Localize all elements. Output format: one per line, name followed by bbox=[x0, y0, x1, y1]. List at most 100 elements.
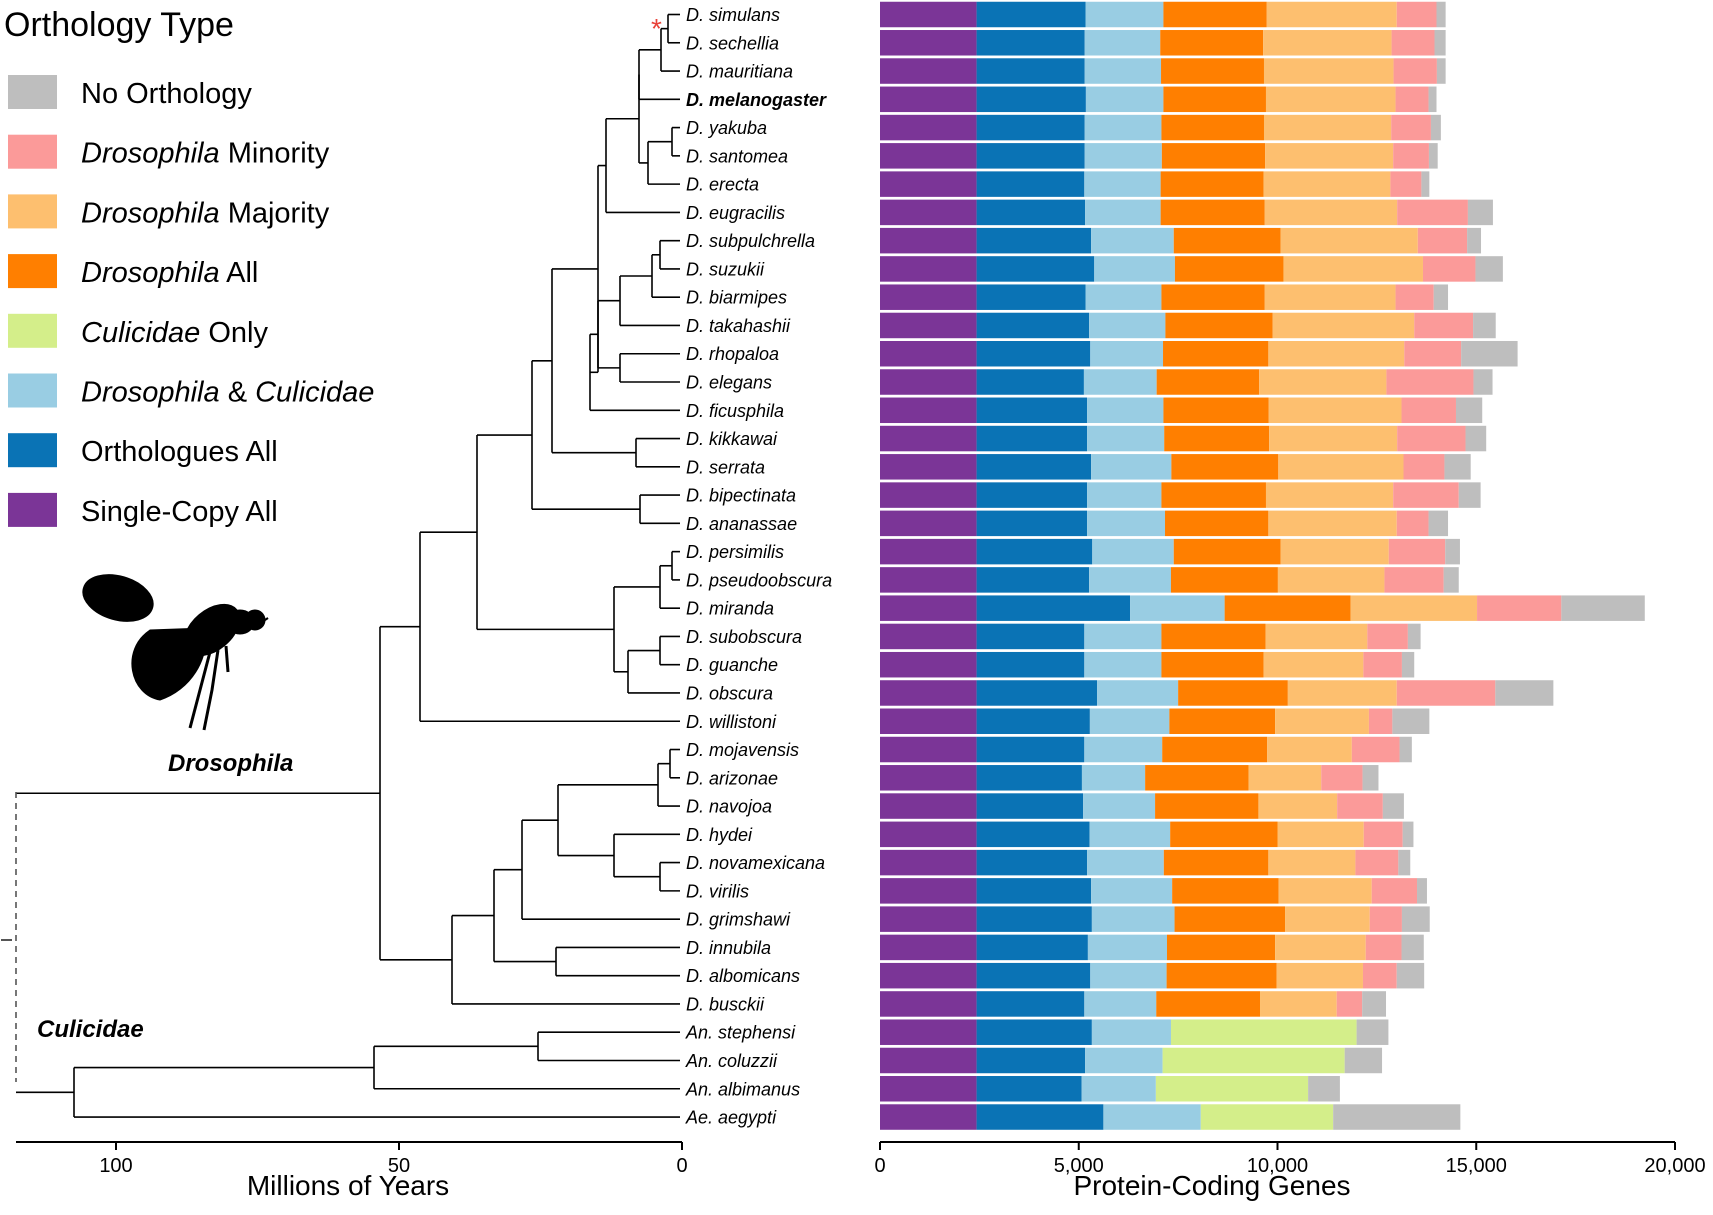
bar-segment-no-orthology bbox=[1356, 1019, 1389, 1045]
bar-segment-drosophila-culicidae bbox=[1084, 58, 1162, 84]
bar-segment-drosophila-minority bbox=[1367, 623, 1408, 650]
bar-segment-orthologues-all bbox=[976, 482, 1088, 508]
bar-segment-drosophila-all bbox=[1174, 256, 1284, 282]
bar-segment-orthologues-all bbox=[976, 114, 1085, 141]
bar-segment-orthologues-all bbox=[976, 538, 1093, 565]
legend-label-single_copy_all: Single-Copy All bbox=[81, 496, 278, 528]
bar-segment-culicidae-only bbox=[1200, 1104, 1334, 1130]
bar-segment-drosophila-majority bbox=[1278, 878, 1372, 904]
bar-segment-drosophila-minority bbox=[1388, 538, 1446, 565]
bar-segment-drosophila-minority bbox=[1393, 58, 1437, 84]
tree-tick-label: 50 bbox=[388, 1155, 410, 1177]
bar-segment-orthologues-all bbox=[976, 793, 1084, 819]
bar-segment-drosophila-culicidae bbox=[1103, 1104, 1201, 1130]
bar-segment-no-orthology bbox=[1344, 1047, 1383, 1074]
species-label: D. virilis bbox=[686, 881, 749, 901]
legend-swatch-single_copy_all bbox=[8, 492, 57, 527]
bar-segment-drosophila-majority bbox=[1280, 538, 1389, 565]
bar-segment-single-copy-all bbox=[880, 1, 977, 28]
bar-axis: 0 5,000 10,000 15,000 20,000 bbox=[874, 1141, 1706, 1177]
bar-segment-drosophila-majority bbox=[1272, 312, 1415, 339]
bar-segment-single-copy-all bbox=[880, 793, 977, 819]
bar-segment-single-copy-all bbox=[880, 397, 977, 424]
species-label: Ae. aegypti bbox=[685, 1108, 777, 1128]
bar-segment-no-orthology bbox=[1401, 934, 1424, 961]
bar-segment-drosophila-culicidae bbox=[1081, 765, 1146, 791]
bar-segment-drosophila-all bbox=[1163, 86, 1266, 113]
species-label: D. obscura bbox=[686, 683, 773, 703]
bar-segment-orthologues-all bbox=[976, 227, 1092, 254]
bar-segment-single-copy-all bbox=[880, 454, 977, 480]
bar-segment-no-orthology bbox=[1333, 1104, 1461, 1130]
bar-segment-drosophila-majority bbox=[1268, 849, 1356, 876]
legend-label-drosophila_culicidae: Drosophila & Culicidae bbox=[81, 377, 374, 409]
bar-segment-no-orthology bbox=[1362, 991, 1387, 1017]
species-label: D. subobscura bbox=[686, 627, 802, 647]
bar-segment-no-orthology bbox=[1461, 340, 1518, 367]
bar-segment-drosophila-all bbox=[1161, 284, 1265, 310]
bar-segment-drosophila-culicidae bbox=[1089, 312, 1166, 339]
species-label: D. ficusphila bbox=[686, 401, 784, 421]
bar-segment-culicidae-only bbox=[1170, 1019, 1357, 1045]
bar-segment-drosophila-all bbox=[1161, 114, 1264, 141]
bar-segment-no-orthology bbox=[1399, 736, 1412, 763]
species-label: D. mojavensis bbox=[686, 740, 799, 760]
bar-segment-drosophila-minority bbox=[1337, 793, 1383, 819]
clade-label-drosophila: Drosophila bbox=[168, 750, 293, 777]
species-label: D. sechellia bbox=[686, 33, 779, 53]
bar-segment-orthologues-all bbox=[976, 1019, 1092, 1045]
bar-segment-no-orthology bbox=[1561, 595, 1645, 621]
bar-segment-drosophila-all bbox=[1178, 680, 1288, 706]
bar-segment-drosophila-culicidae bbox=[1084, 991, 1157, 1017]
species-label: D. yakuba bbox=[686, 118, 767, 138]
legend-label-drosophila_majority: Drosophila Majority bbox=[81, 197, 330, 229]
bar-segment-drosophila-majority bbox=[1267, 736, 1352, 763]
bar-segment-drosophila-minority bbox=[1384, 567, 1444, 593]
bar-segment-drosophila-minority bbox=[1393, 482, 1459, 508]
bar-segment-orthologues-all bbox=[976, 595, 1131, 621]
bar-segment-culicidae-only bbox=[1162, 1047, 1345, 1074]
bar-segment-drosophila-all bbox=[1174, 906, 1286, 932]
bar-segment-orthologues-all bbox=[976, 199, 1086, 226]
species-label: D. albomicans bbox=[686, 966, 800, 986]
bar-segment-drosophila-culicidae bbox=[1085, 86, 1164, 113]
bar-segment-orthologues-all bbox=[976, 623, 1085, 650]
bar-segment-orthologues-all bbox=[976, 680, 1098, 706]
bar-segment-drosophila-majority bbox=[1248, 765, 1322, 791]
bar-segment-drosophila-minority bbox=[1403, 454, 1445, 480]
bar-segment-single-copy-all bbox=[880, 284, 977, 310]
bar-segment-no-orthology bbox=[1428, 510, 1449, 537]
species-label: D. melanogaster bbox=[686, 90, 827, 110]
bar-segment-drosophila-culicidae bbox=[1090, 340, 1164, 367]
bar-segment-drosophila-all bbox=[1161, 58, 1264, 84]
bar-segment-drosophila-culicidae bbox=[1089, 708, 1170, 734]
species-label: D. busckii bbox=[686, 994, 765, 1014]
bar-segment-drosophila-minority bbox=[1397, 199, 1468, 226]
species-label: D. innubila bbox=[686, 938, 771, 958]
bar-segment-drosophila-culicidae bbox=[1081, 1076, 1156, 1102]
bar-segment-single-copy-all bbox=[880, 1104, 977, 1130]
tree-axis-title: Millions of Years bbox=[247, 1170, 449, 1201]
bar-segment-single-copy-all bbox=[880, 1019, 977, 1045]
bar-segment-no-orthology bbox=[1396, 962, 1425, 989]
bar-segment-drosophila-minority bbox=[1363, 651, 1402, 678]
bar-segment-drosophila-all bbox=[1156, 991, 1261, 1017]
asterisk-marker: * bbox=[651, 13, 662, 44]
bar-segment-drosophila-all bbox=[1173, 227, 1281, 254]
bar-segment-orthologues-all bbox=[976, 651, 1085, 678]
bar-segment-drosophila-minority bbox=[1355, 849, 1399, 876]
bar-segment-orthologues-all bbox=[976, 567, 1090, 593]
bar-segment-drosophila-culicidae bbox=[1087, 397, 1164, 424]
species-label: D. willistoni bbox=[686, 712, 777, 732]
bar-segment-drosophila-culicidae bbox=[1087, 510, 1166, 537]
bar-segment-drosophila-all bbox=[1161, 143, 1266, 169]
bar-segment-no-orthology bbox=[1401, 651, 1415, 678]
legend-label-drosophila_all: Drosophila All bbox=[81, 257, 258, 289]
bar-segment-single-copy-all bbox=[880, 736, 977, 763]
species-label: An. albimanus bbox=[685, 1079, 800, 1099]
legend-swatch-orthologues_all bbox=[8, 433, 57, 468]
bar-segment-orthologues-all bbox=[976, 1047, 1086, 1074]
bar-segment-drosophila-majority bbox=[1259, 369, 1387, 395]
bar-segment-drosophila-culicidae bbox=[1091, 227, 1174, 254]
bar-segment-single-copy-all bbox=[880, 991, 977, 1017]
